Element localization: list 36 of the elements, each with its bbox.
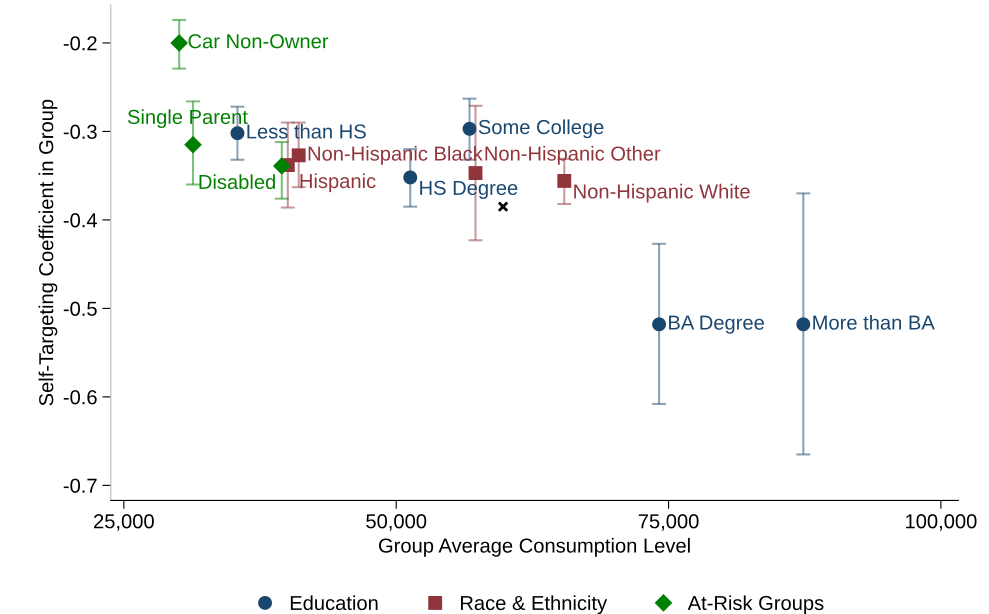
point [557, 174, 572, 188]
x-tick-label: 100,000 [906, 514, 977, 531]
point [462, 122, 476, 136]
point [652, 317, 666, 332]
y-tick-label: -0.4 [64, 213, 97, 228]
data-label: Car Non-Owner [188, 34, 328, 48]
data-label: Disabled [200, 174, 275, 190]
legend-label: At-Risk Groups [688, 595, 824, 614]
y-tick-label: -0.2 [64, 36, 97, 50]
data-label: Single Parent [128, 109, 248, 128]
data-label: Some College [478, 119, 604, 138]
x-tick-label: 25,000 [94, 514, 154, 531]
data-label: BA Degree [669, 316, 764, 334]
data-label: HS Degree [420, 180, 518, 199]
data-label: Non-Hispanic White [574, 184, 750, 203]
legend-label: Education [290, 595, 378, 610]
legend-label: Race & Ethnicity [461, 595, 608, 614]
data-label: Hispanic [300, 173, 376, 192]
point [403, 170, 418, 184]
y-axis-title: Self-Targeting Coefficient in Group [38, 100, 58, 406]
y-tick-label: -0.6 [64, 390, 97, 404]
y-tick-label: -0.5 [64, 302, 97, 316]
point [230, 126, 244, 140]
data-label: Less than HS [247, 124, 366, 139]
point [184, 136, 202, 154]
y-tick-label: -0.3 [64, 124, 97, 139]
data-label: Non-Hispanic Other [485, 146, 660, 165]
data-label: More than BA [813, 314, 935, 330]
x-axis-title: Group Average Consumption Level [379, 538, 690, 557]
point [468, 166, 482, 180]
y-tick-label: -0.7 [64, 478, 97, 493]
point [796, 317, 810, 332]
x-tick-label: 50,000 [366, 514, 426, 531]
point [498, 201, 509, 212]
point [170, 34, 188, 52]
x-tick-label: 75,000 [638, 514, 699, 531]
